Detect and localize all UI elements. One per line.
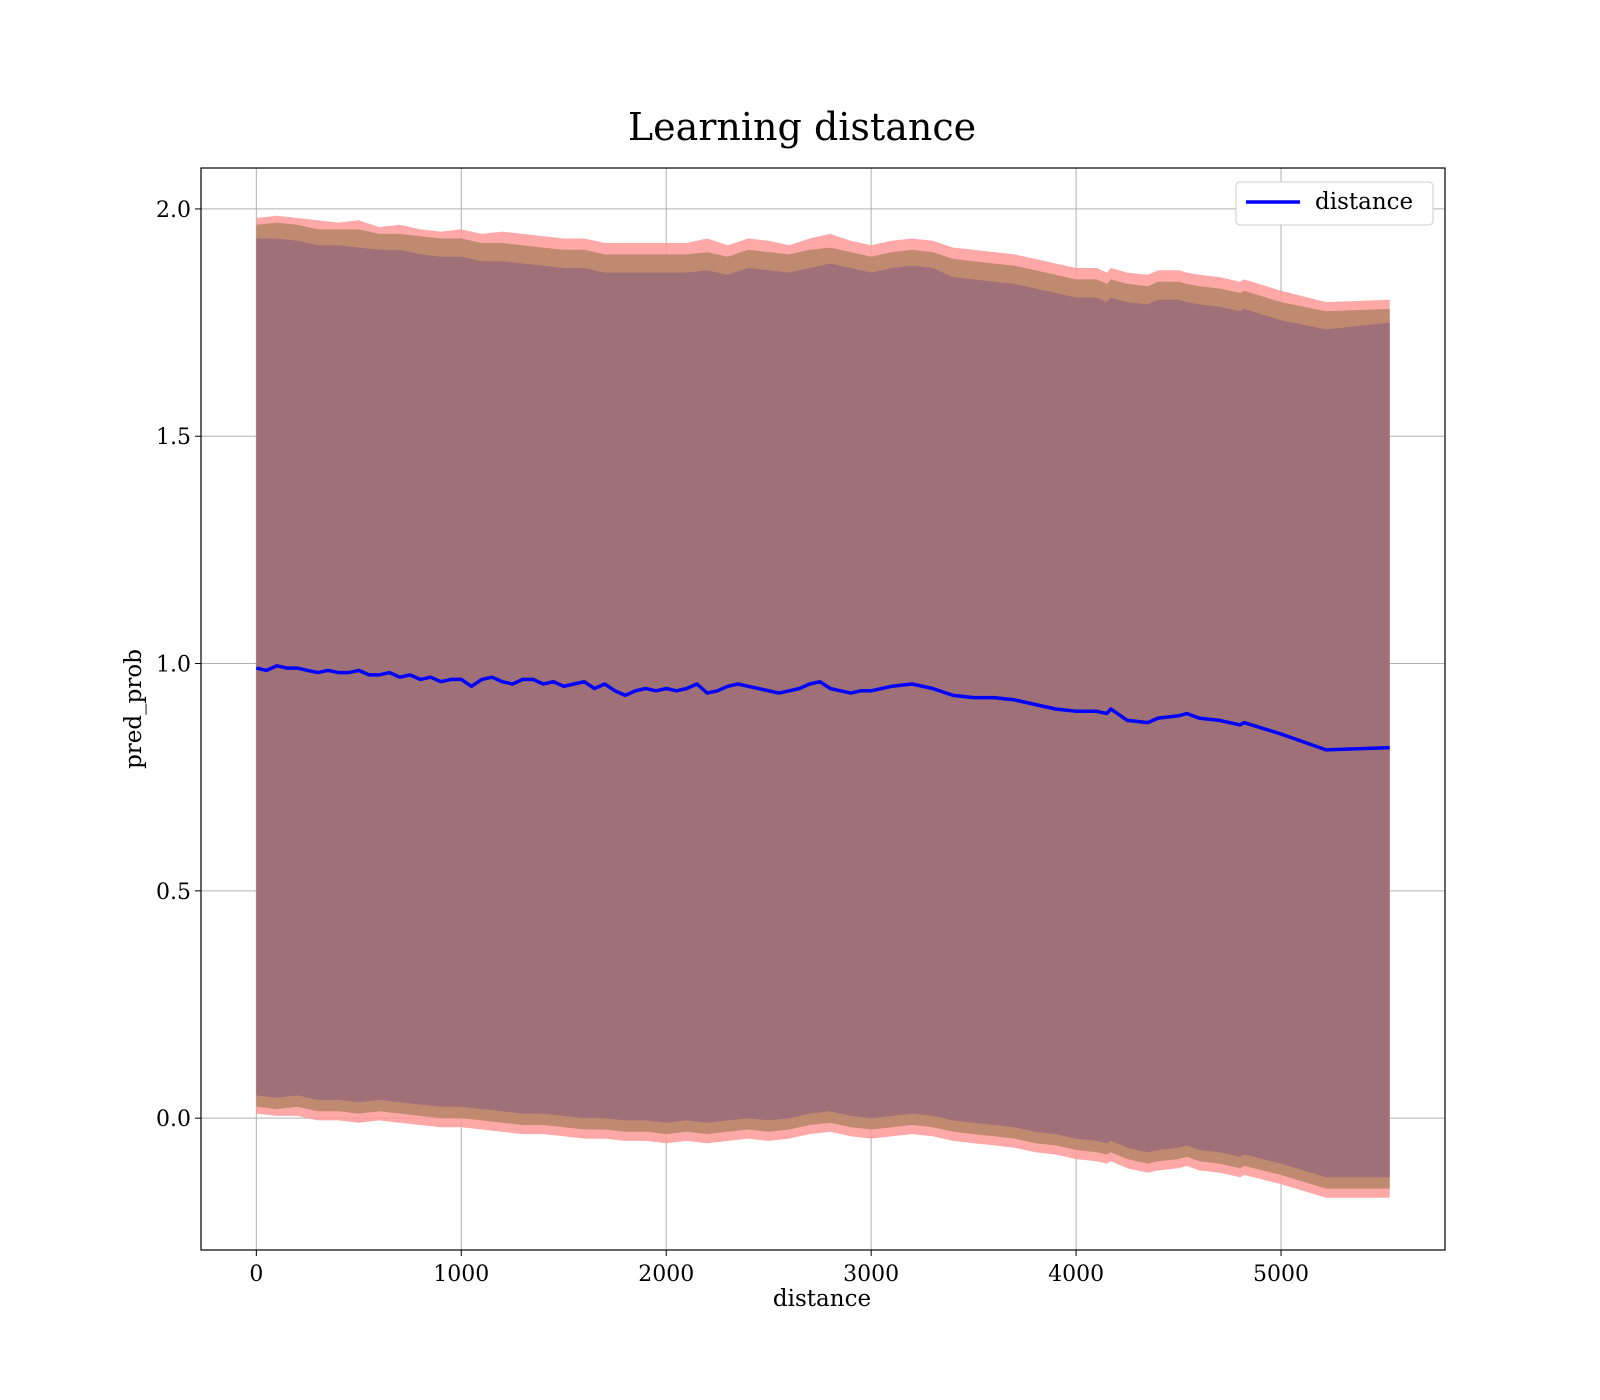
x-tick-label: 2000 — [638, 1262, 694, 1287]
x-tick-label: 5000 — [1253, 1262, 1309, 1287]
y-tick-label: 0.0 — [156, 1107, 191, 1132]
y-tick-label: 0.5 — [156, 880, 191, 905]
inner-confidence-band — [256, 238, 1390, 1178]
x-tick-label: 1000 — [433, 1262, 489, 1287]
series-line-distance — [255, 664, 1390, 752]
x-tick-label: 0 — [249, 1262, 263, 1287]
y-axis-label: pred_prob — [121, 649, 147, 769]
confidence-bands — [256, 215, 1390, 1198]
x-tick-label: 3000 — [843, 1262, 899, 1287]
chart-title: Learning distance — [628, 105, 976, 149]
y-tick-label: 1.5 — [156, 425, 191, 450]
y-tick-label: 1.0 — [156, 653, 191, 678]
legend-box — [1235, 181, 1434, 226]
legend-label: distance — [1315, 189, 1413, 215]
series-lines — [255, 664, 1390, 752]
x-tick-label: 4000 — [1048, 1262, 1104, 1287]
plot-frame — [200, 167, 1446, 1251]
y-tick-label: 2.0 — [156, 198, 191, 223]
y-axis-ticks: 0.0 0.5 1.0 1.5 2.0 — [156, 198, 201, 1132]
x-axis-label: distance — [773, 1286, 871, 1312]
x-axis-ticks: 0 1000 2000 3000 4000 5000 — [249, 1250, 1309, 1287]
legend: distance — [1235, 181, 1434, 226]
